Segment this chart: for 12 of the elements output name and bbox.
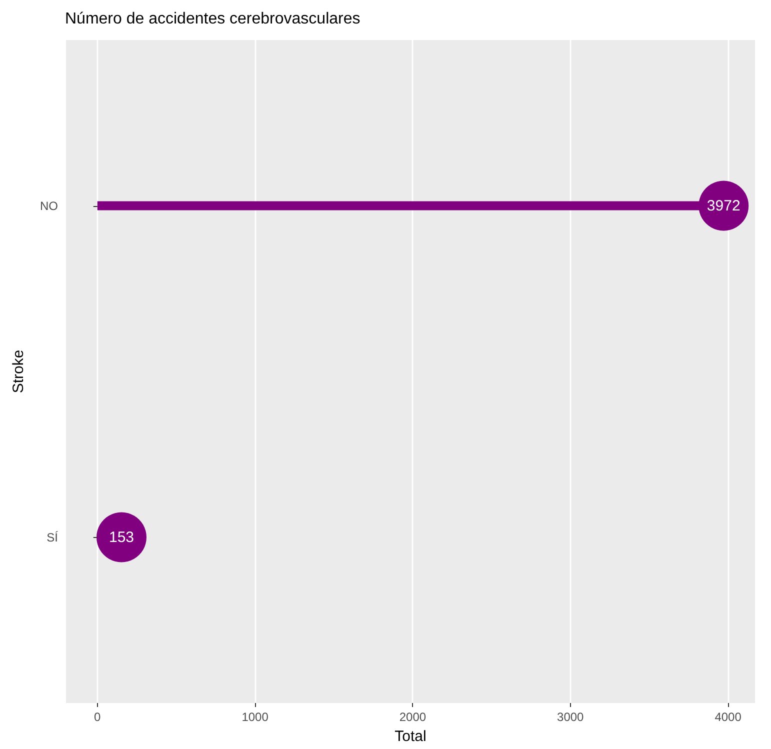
x-tick-label: 3000: [557, 710, 584, 724]
x-tick-label: 0: [94, 710, 102, 724]
data-label: 3972: [706, 197, 740, 214]
y-tick-label: NO: [40, 198, 58, 213]
y-tick-label: SÍ: [46, 530, 59, 544]
y-axis-title: Stroke: [10, 350, 27, 394]
x-tick-label: 1000: [242, 710, 269, 724]
x-axis-title: Total: [394, 728, 426, 745]
x-tick-label: 4000: [714, 710, 742, 724]
chart-title: Número de accidentes cerebrovasculares: [65, 10, 360, 28]
x-tick-label: 2000: [399, 710, 426, 724]
data-label: 153: [108, 528, 134, 546]
